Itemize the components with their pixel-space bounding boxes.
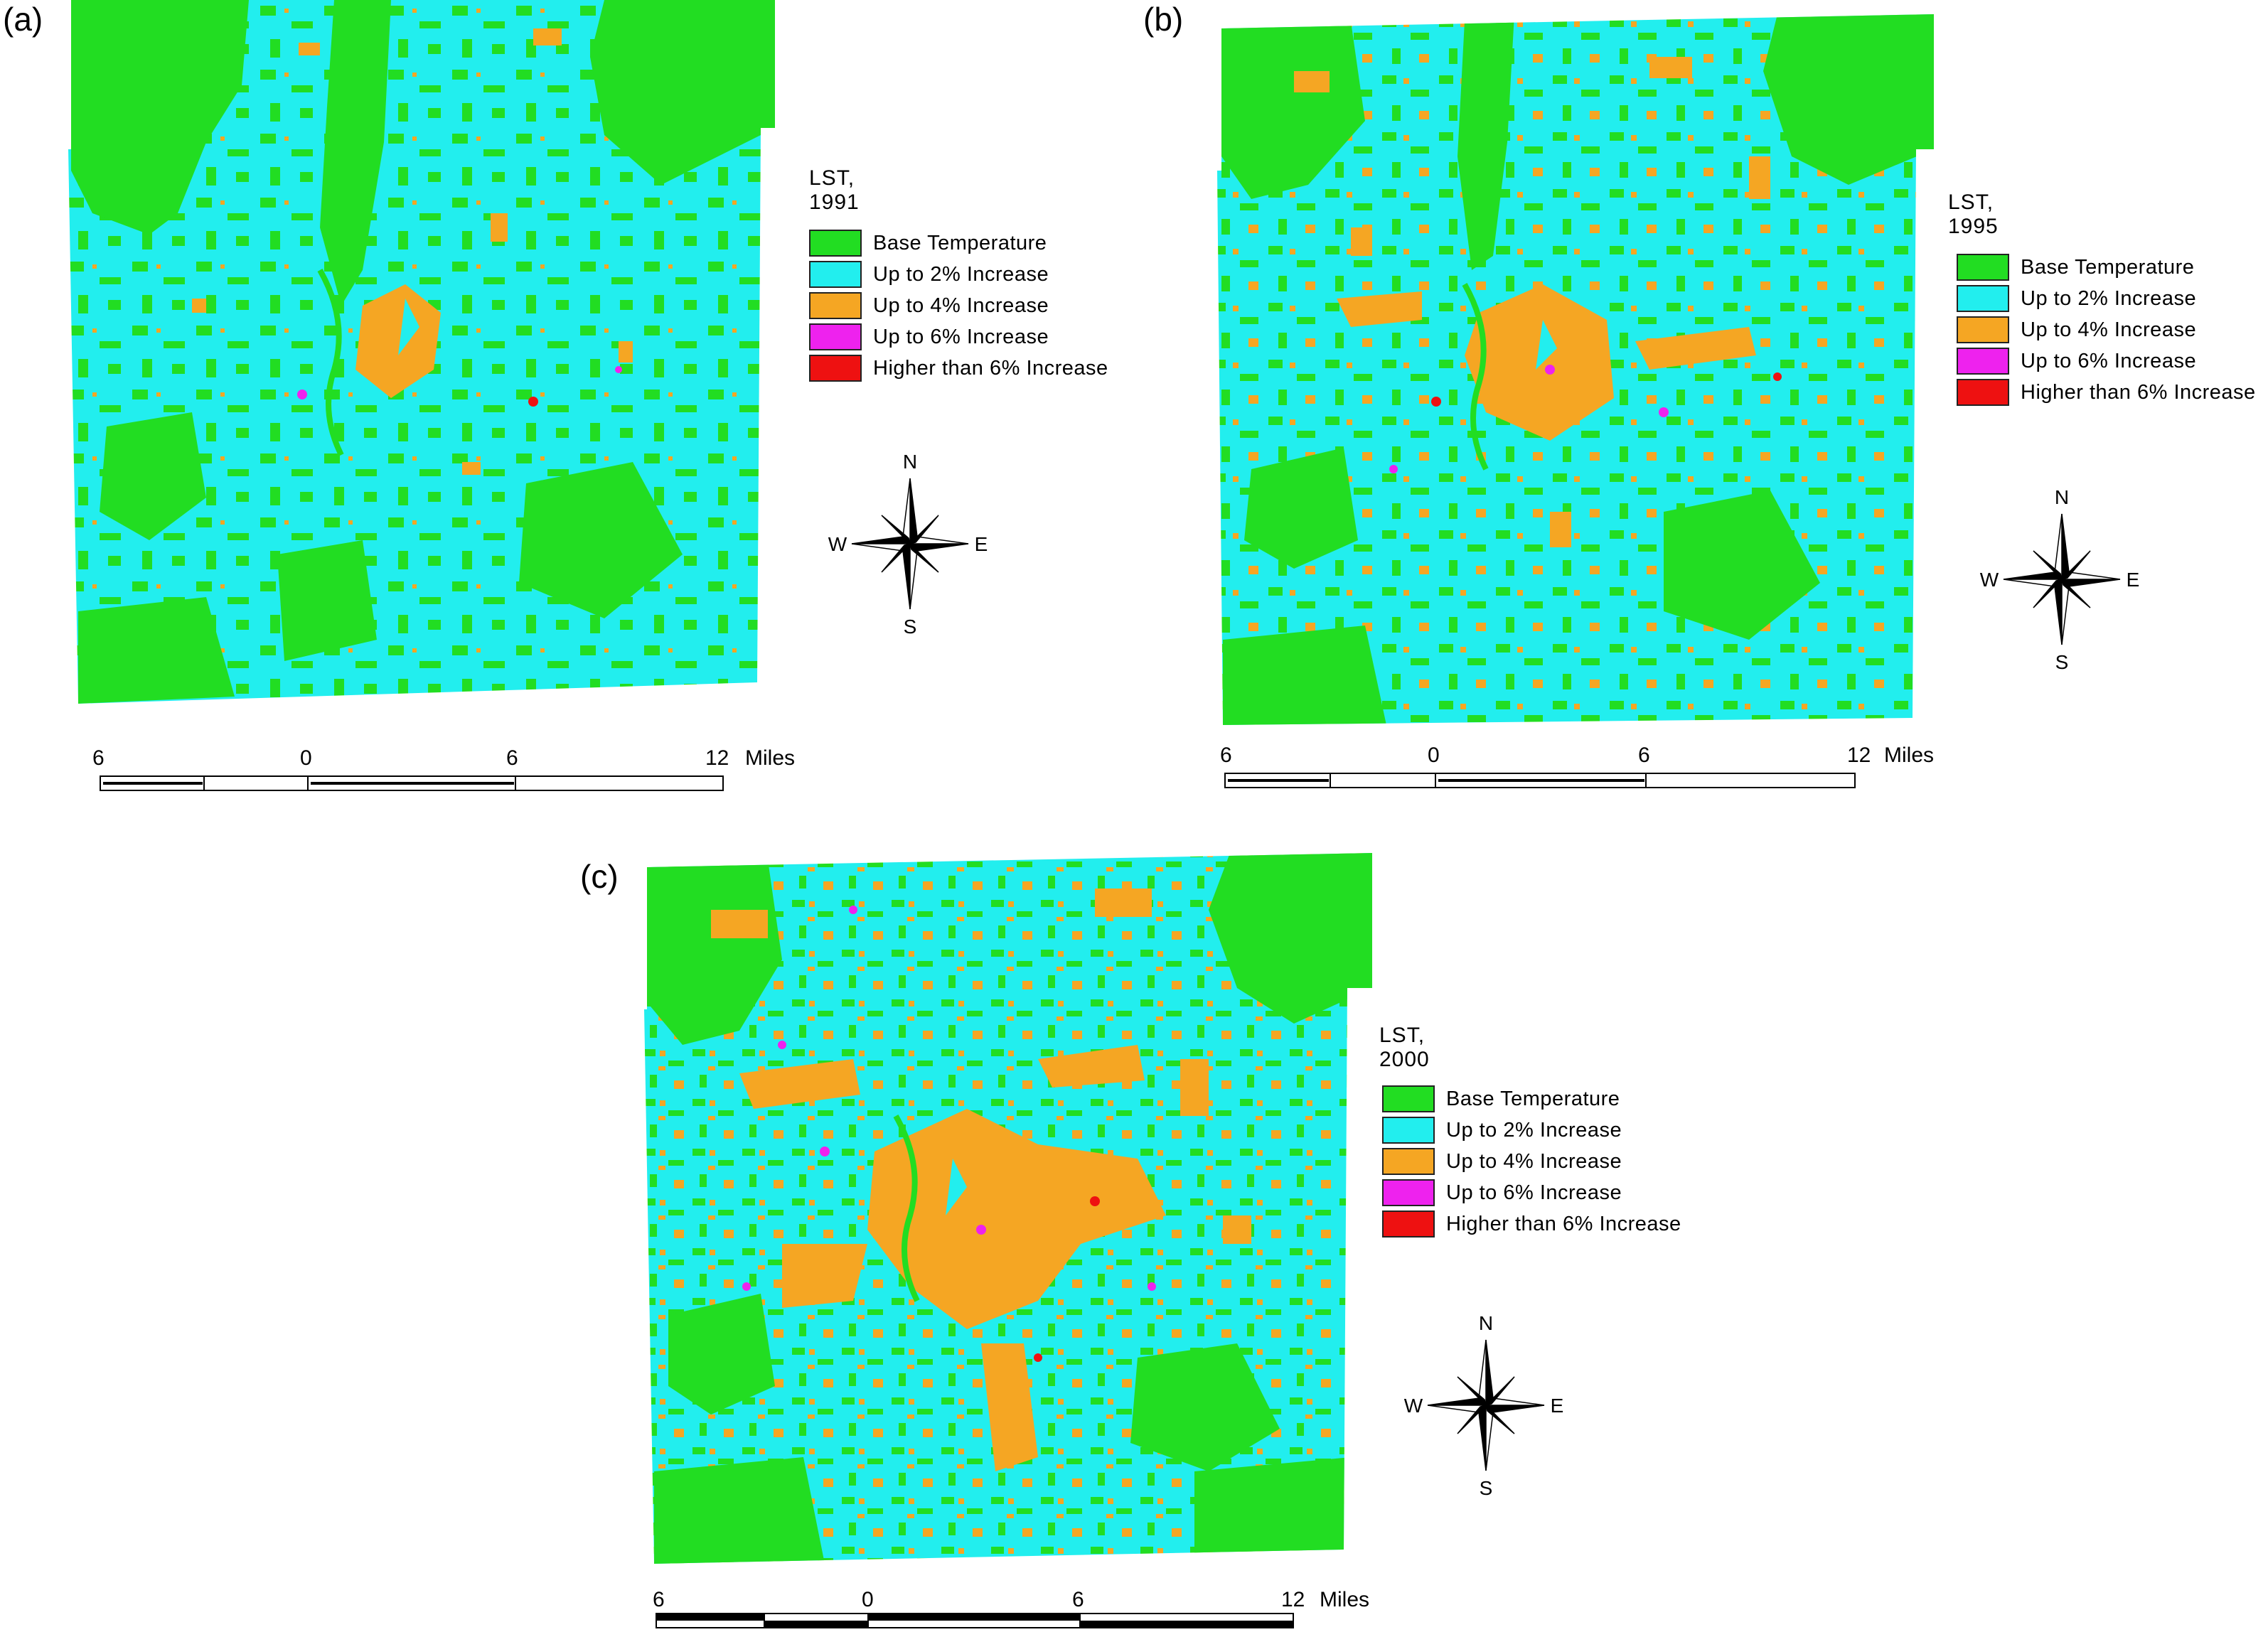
legend-row-6pct: Up to 6% Increase (1957, 347, 2196, 375)
scale-tick: 12 (1847, 743, 1871, 767)
compass-icon: N S E W (1404, 1312, 1564, 1499)
compass-e: E (1551, 1395, 1564, 1417)
compass-icon: N S E W (1980, 486, 2140, 673)
legend-swatch-2pct (1957, 285, 2009, 312)
legend-row-higher: Higher than 6% Increase (1957, 378, 2256, 407)
compass-s: S (2055, 651, 2069, 673)
scale-unit: Miles (745, 746, 796, 770)
legend-row-base: Base Temperature (809, 229, 1047, 257)
legend-label: Base Temperature (1446, 1087, 1620, 1110)
scale-tick: 12 (705, 746, 729, 770)
legend-swatch-higher (1957, 379, 2009, 406)
legend-row-higher: Higher than 6% Increase (1382, 1210, 1681, 1238)
legend-row-base: Base Temperature (1382, 1085, 1620, 1113)
legend-label: Up to 6% Increase (873, 325, 1049, 348)
legend-label: Base Temperature (2021, 255, 2195, 279)
lst-map-1991 (68, 0, 775, 704)
compass-n: N (1479, 1312, 1493, 1334)
legend-title-b: LST, 1995 (1948, 190, 1999, 238)
scale-tick: 6 (653, 1588, 665, 1611)
legend-row-4pct: Up to 4% Increase (1382, 1147, 1622, 1176)
legend-row-base: Base Temperature (1957, 253, 2194, 281)
legend-swatch-6pct (809, 323, 862, 350)
compass-s: S (1480, 1477, 1493, 1499)
compass-icon: N S E W (828, 451, 988, 638)
legend-label: Up to 2% Increase (873, 262, 1049, 286)
legend-row-4pct: Up to 4% Increase (1957, 316, 2196, 344)
legend-swatch-base (1957, 254, 2009, 281)
compass-e: E (975, 533, 988, 555)
legend-row-2pct: Up to 2% Increase (1382, 1116, 1622, 1144)
legend-label: Higher than 6% Increase (1446, 1212, 1681, 1235)
legend-label: Up to 4% Increase (2021, 318, 2197, 341)
legend-swatch-base (809, 230, 862, 257)
compass-s: S (904, 616, 917, 638)
legend-title-a: LST, 1991 (809, 166, 860, 214)
legend-swatch-6pct (1382, 1179, 1435, 1206)
compass-w: W (1980, 569, 1999, 591)
panel-label-a: (a) (3, 1, 43, 38)
legend-label: Base Temperature (873, 231, 1047, 254)
legend-label: Up to 4% Increase (1446, 1149, 1622, 1173)
scale-tick: 6 (92, 746, 105, 770)
legend-swatch-2pct (809, 261, 862, 288)
compass-e: E (2127, 569, 2140, 591)
scale-tick: 6 (1072, 1588, 1084, 1611)
lst-map-2000 (644, 853, 1372, 1564)
legend-label: Up to 4% Increase (873, 294, 1049, 317)
legend-row-6pct: Up to 6% Increase (809, 323, 1049, 351)
legend-swatch-4pct (809, 292, 862, 319)
panel-label-c: (c) (580, 858, 619, 895)
compass-rose-c: N S E W (1394, 1309, 1578, 1501)
compass-n: N (903, 451, 917, 473)
scale-tick: 6 (506, 746, 518, 770)
scale-tick: 0 (1428, 743, 1440, 767)
legend-row-2pct: Up to 2% Increase (809, 260, 1049, 289)
legend-row-2pct: Up to 2% Increase (1957, 284, 2196, 313)
scale-tick: 12 (1281, 1588, 1305, 1611)
legend-label: Up to 2% Increase (1446, 1118, 1622, 1142)
legend-row-higher: Higher than 6% Increase (809, 354, 1108, 382)
lst-map-1995 (1217, 14, 1934, 725)
legend-label: Up to 6% Increase (2021, 349, 2197, 372)
legend-label: Higher than 6% Increase (873, 356, 1108, 380)
scale-tick: 6 (1638, 743, 1650, 767)
legend-swatch-6pct (1957, 348, 2009, 375)
scale-tick: 6 (1220, 743, 1232, 767)
legend-swatch-2pct (1382, 1117, 1435, 1144)
legend-row-4pct: Up to 4% Increase (809, 291, 1049, 320)
scale-unit: Miles (1884, 743, 1935, 767)
scale-tick: 0 (862, 1588, 874, 1611)
scale-tick: 0 (300, 746, 312, 770)
legend-label: Up to 2% Increase (2021, 286, 2197, 310)
compass-rose-b: N S E W (1969, 483, 2154, 675)
legend-label: Higher than 6% Increase (2021, 380, 2256, 404)
legend-row-6pct: Up to 6% Increase (1382, 1179, 1622, 1207)
compass-n: N (2055, 486, 2069, 508)
compass-w: W (1404, 1395, 1423, 1417)
legend-swatch-base (1382, 1085, 1435, 1112)
legend-swatch-higher (809, 355, 862, 382)
legend-swatch-4pct (1957, 316, 2009, 343)
scale-unit: Miles (1320, 1588, 1370, 1611)
legend-title-c: LST, 2000 (1379, 1024, 1430, 1071)
compass-rose-a: N S E W (818, 448, 1002, 640)
panel-label-b: (b) (1143, 1, 1184, 38)
legend-swatch-higher (1382, 1210, 1435, 1238)
legend-swatch-4pct (1382, 1148, 1435, 1175)
compass-w: W (828, 533, 847, 555)
legend-label: Up to 6% Increase (1446, 1181, 1622, 1204)
